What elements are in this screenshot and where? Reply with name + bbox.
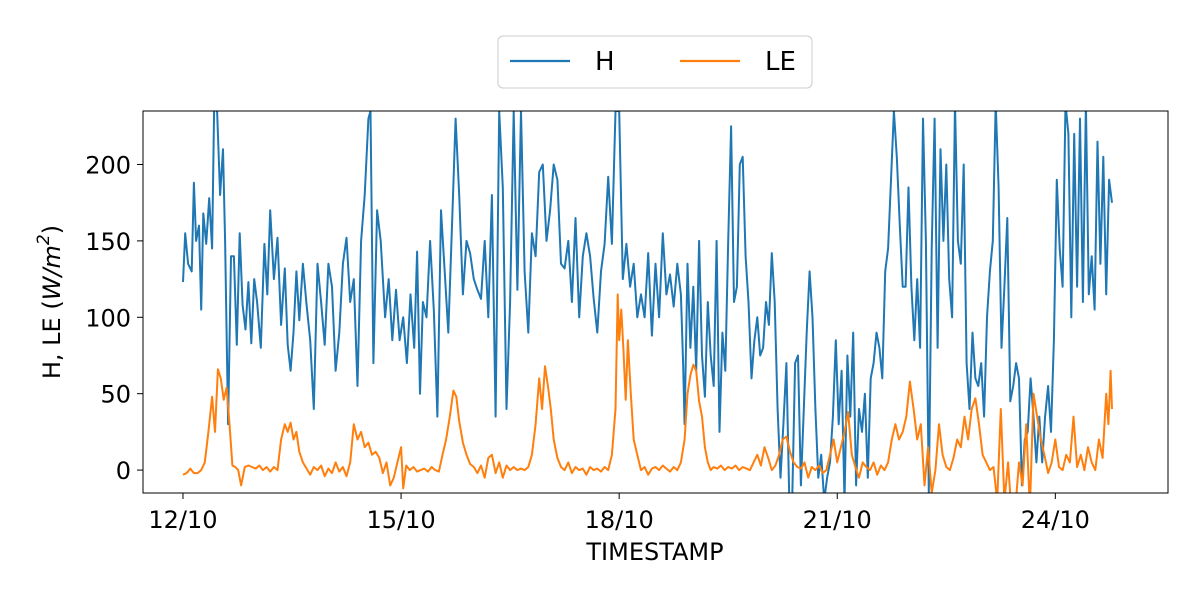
y-tick-label: 50 — [100, 381, 131, 409]
x-tick-label: 21/10 — [803, 506, 872, 534]
y-axis-label: H, LE (W/m2) — [34, 225, 66, 379]
series-line-h — [182, 111, 1113, 493]
x-tick-label: 18/10 — [585, 506, 654, 534]
y-tick-label: 100 — [85, 304, 131, 332]
x-tick-label: 15/10 — [366, 506, 435, 534]
x-tick-label: 12/10 — [148, 506, 217, 534]
y-axis-label-suffix: ) — [38, 225, 66, 234]
series-line-le — [182, 293, 1113, 493]
y-axis: 0 50 100 150 200 — [85, 151, 143, 485]
legend-label-h: H — [595, 47, 615, 77]
legend-label-le: LE — [765, 47, 796, 77]
x-axis: 12/10 15/10 18/10 21/10 24/10 — [148, 493, 1090, 534]
plot-area-frame — [142, 110, 1169, 494]
y-tick-label: 200 — [85, 151, 131, 179]
y-axis-label-unit: W/m — [38, 245, 66, 300]
y-axis-label-exponent: 2 — [34, 234, 54, 245]
series-layer — [182, 111, 1113, 493]
legend: H LE — [497, 35, 813, 89]
y-axis-label-prefix: H, LE ( — [38, 300, 66, 379]
legend-frame — [497, 35, 813, 89]
y-tick-label: 0 — [116, 457, 131, 485]
x-axis-label: TIMESTAMP — [585, 538, 723, 566]
x-tick-label: 24/10 — [1021, 506, 1090, 534]
y-tick-label: 150 — [85, 228, 131, 256]
